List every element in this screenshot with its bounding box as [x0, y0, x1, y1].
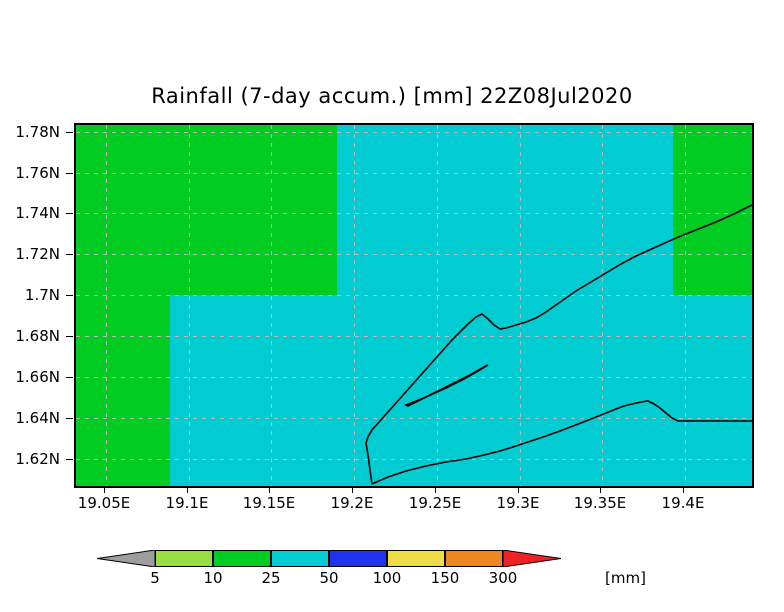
x-tick-label: 19.25E: [408, 494, 462, 512]
gridline-vertical: [271, 125, 272, 486]
colorbar-label-10: 10: [203, 569, 223, 587]
rain-block-northwest-green: [170, 125, 337, 295]
gridline-vertical: [189, 125, 190, 486]
x-tick-label: 19.4E: [661, 494, 705, 512]
x-tick: [187, 486, 188, 493]
colorbar-unit-label: [mm]: [605, 569, 646, 587]
y-tick: [66, 132, 73, 133]
colorbar-segment-5-10[interactable]: [155, 550, 213, 567]
y-tick-label: 1.62N: [15, 450, 60, 468]
colorbar-label-100: 100: [372, 569, 402, 587]
y-tick-label: 1.78N: [15, 123, 60, 141]
coastline-overlay: [365, 204, 752, 485]
y-tick: [66, 173, 73, 174]
y-tick-label: 1.7N: [24, 286, 60, 304]
x-tick-label: 19.15E: [242, 494, 296, 512]
gridline-horizontal: [76, 336, 752, 337]
colorbar-label-300: 300: [488, 569, 518, 587]
gridline-horizontal: [76, 459, 752, 460]
rain-block-west-green: [76, 125, 170, 486]
x-tick: [269, 486, 270, 493]
y-tick-label: 1.66N: [15, 368, 60, 386]
y-tick: [66, 213, 73, 214]
page-title: Rainfall (7-day accum.) [mm] 22Z08Jul202…: [151, 84, 633, 108]
colorbar-under-arrow: [97, 550, 155, 567]
gridline-horizontal: [76, 173, 752, 174]
x-tick: [518, 486, 519, 493]
colorbar-segment-10-25[interactable]: [213, 550, 271, 567]
gridline-horizontal: [76, 132, 752, 133]
y-tick-label: 1.74N: [15, 204, 60, 222]
x-tick-label: 19.35E: [573, 494, 627, 512]
gridline-vertical: [437, 125, 438, 486]
colorbar-label-150: 150: [430, 569, 460, 587]
river-sliver: [404, 364, 489, 407]
map-plot-area[interactable]: [74, 123, 754, 488]
x-tick-label: 19.1E: [165, 494, 209, 512]
x-tick-label: 19.3E: [496, 494, 540, 512]
gridline-horizontal: [76, 418, 752, 419]
x-tick-label: 19.2E: [330, 494, 374, 512]
coastline-main: [365, 204, 752, 485]
y-tick-label: 1.72N: [15, 245, 60, 263]
y-tick: [66, 459, 73, 460]
colorbar-segment-150-300[interactable]: [445, 550, 503, 567]
gridline-vertical: [106, 125, 107, 486]
gridline-horizontal: [76, 295, 752, 296]
coastline-south-branch: [371, 400, 752, 485]
gridline-horizontal: [76, 254, 752, 255]
y-tick-label: 1.68N: [15, 327, 60, 345]
x-tick: [352, 486, 353, 493]
gridline-vertical: [520, 125, 521, 486]
y-tick: [66, 254, 73, 255]
y-tick: [66, 336, 73, 337]
gridline-vertical: [685, 125, 686, 486]
y-tick: [66, 418, 73, 419]
x-tick: [683, 486, 684, 493]
x-tick-label: 19.05E: [77, 494, 131, 512]
colorbar-segment-25-50[interactable]: [271, 550, 329, 567]
colorbar-label-25: 25: [261, 569, 281, 587]
x-tick: [435, 486, 436, 493]
colorbar-segment-50-100[interactable]: [329, 550, 387, 567]
gridline-horizontal: [76, 213, 752, 214]
colorbar-legend[interactable]: 5 10 25 50 100 150 300 [mm]: [97, 547, 650, 587]
gridline-vertical: [354, 125, 355, 486]
y-tick: [66, 377, 73, 378]
colorbar-over-arrow: [503, 550, 561, 567]
rain-block-northeast-green: [673, 125, 752, 295]
rainfall-raster: [76, 125, 752, 486]
colorbar-label-50: 50: [319, 569, 339, 587]
y-tick: [66, 295, 73, 296]
colorbar-segment-100-150[interactable]: [387, 550, 445, 567]
x-tick: [600, 486, 601, 493]
x-tick: [104, 486, 105, 493]
colorbar-label-5: 5: [150, 569, 160, 587]
y-tick-label: 1.76N: [15, 164, 60, 182]
gridline-vertical: [602, 125, 603, 486]
gridline-horizontal: [76, 377, 752, 378]
y-tick-label: 1.64N: [15, 409, 60, 427]
